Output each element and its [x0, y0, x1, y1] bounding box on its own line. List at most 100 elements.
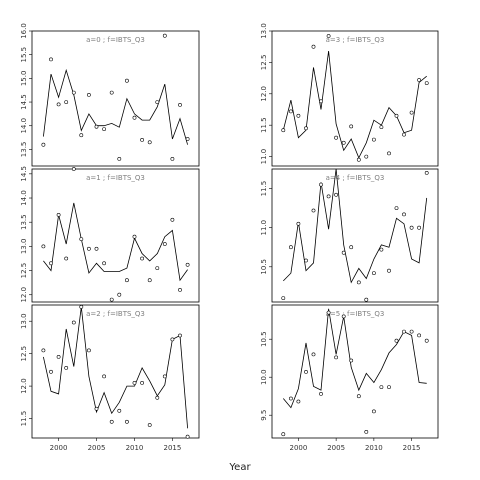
data-point	[41, 348, 46, 353]
data-point	[424, 81, 429, 86]
data-point	[394, 113, 399, 118]
y-tick-label: 12.0	[260, 86, 268, 102]
series-line	[43, 68, 188, 145]
x-axis-title: Year	[228, 462, 251, 473]
data-point	[102, 127, 107, 132]
data-point	[117, 156, 122, 161]
y-tick-label: 13.0	[260, 23, 268, 39]
data-point	[132, 115, 137, 120]
data-point	[147, 278, 152, 283]
data-point	[371, 271, 376, 276]
data-point	[94, 406, 99, 411]
data-point	[132, 380, 137, 385]
panel-strip-label: a=3 ; f=IBTS_Q3	[326, 36, 385, 44]
data-point	[49, 57, 53, 62]
data-point	[155, 395, 160, 400]
data-point	[319, 182, 323, 187]
data-point	[87, 348, 91, 353]
data-point	[356, 280, 361, 285]
data-point	[109, 90, 114, 95]
data-point	[79, 133, 84, 138]
data-point	[288, 245, 293, 250]
data-point	[102, 261, 107, 266]
y-tick-label: 11.5	[20, 411, 28, 427]
data-point	[41, 142, 46, 147]
data-point	[155, 266, 160, 271]
data-point	[64, 365, 69, 370]
data-point	[87, 93, 91, 97]
data-point	[371, 409, 376, 414]
y-tick-label: 15.0	[20, 71, 28, 87]
panel-4: a=4 ; f=IBTS_Q3 10.5 11.0 11.5	[260, 168, 439, 303]
panel-frame	[271, 304, 439, 439]
data-point	[424, 338, 429, 343]
y-tick-label: 12.0	[20, 287, 28, 303]
data-point	[364, 297, 369, 302]
data-point	[64, 256, 69, 261]
data-point	[94, 124, 99, 129]
data-point	[281, 432, 286, 437]
data-point	[288, 396, 293, 401]
data-point	[94, 246, 99, 251]
y-tick-label: 10.0	[260, 369, 268, 385]
panel-0: a=0 ; f=IBTS_Q3 13.5 14.0 14.5 15.0 15.5 16.0	[20, 23, 200, 167]
data-point	[155, 100, 160, 105]
data-point	[402, 132, 406, 137]
data-point	[162, 374, 167, 379]
data-point	[417, 225, 422, 230]
y-tick-label: 13.5	[20, 214, 28, 230]
panel-5: a=5 ; f=IBTS_Q3 9.5 10.0 10.5 2000 2005 2010 20…	[260, 304, 439, 452]
y-tick-label: 13.0	[20, 313, 28, 329]
data-point	[341, 314, 346, 319]
data-point	[349, 124, 354, 129]
data-point	[296, 113, 301, 118]
data-point	[417, 78, 422, 82]
data-point	[319, 391, 323, 396]
data-point	[304, 126, 308, 131]
data-point	[125, 78, 129, 83]
y-tick-label: 13.5	[20, 142, 28, 158]
x-tick-label: 2000	[50, 444, 68, 452]
data-point	[117, 292, 122, 297]
panel-strip-label: a=0 ; f=IBTS_Q3	[86, 36, 145, 44]
data-point	[364, 154, 369, 159]
data-point	[170, 337, 175, 342]
data-point	[132, 234, 137, 239]
data-point	[379, 247, 384, 252]
x-tick-label: 2015	[403, 444, 421, 452]
data-point	[140, 137, 145, 142]
data-point	[334, 135, 339, 140]
data-point	[334, 355, 339, 360]
x-tick-label: 2005	[327, 444, 345, 452]
data-point	[379, 125, 384, 130]
data-point	[394, 206, 399, 211]
y-tick-label: 14.0	[20, 118, 28, 134]
data-point	[326, 34, 331, 38]
data-point	[49, 261, 53, 266]
data-point	[185, 137, 190, 141]
data-point	[125, 278, 129, 283]
x-tick-label: 2010	[126, 444, 144, 452]
data-point	[402, 329, 406, 334]
panel-strip-label: a=4 ; f=IBTS_Q3	[326, 174, 385, 182]
data-point	[319, 99, 323, 104]
y-tick-label: 12.5	[20, 263, 28, 279]
panel-frame	[31, 30, 200, 167]
data-point	[288, 109, 293, 114]
data-point	[109, 297, 114, 302]
y-tick-label: 12.5	[260, 55, 268, 71]
data-point	[56, 212, 61, 217]
data-point	[71, 167, 76, 171]
data-point	[409, 329, 414, 334]
x-tick-label: 2005	[88, 444, 106, 452]
x-tick-label: 2015	[164, 444, 182, 452]
data-point	[170, 217, 175, 222]
y-tick-label: 14.0	[20, 190, 28, 206]
y-tick-label: 10.5	[260, 259, 268, 275]
data-point	[402, 212, 406, 217]
series-line	[43, 306, 188, 429]
data-point	[296, 221, 301, 226]
series-line	[283, 169, 428, 284]
panel-frame	[31, 304, 200, 439]
data-point	[140, 256, 145, 261]
